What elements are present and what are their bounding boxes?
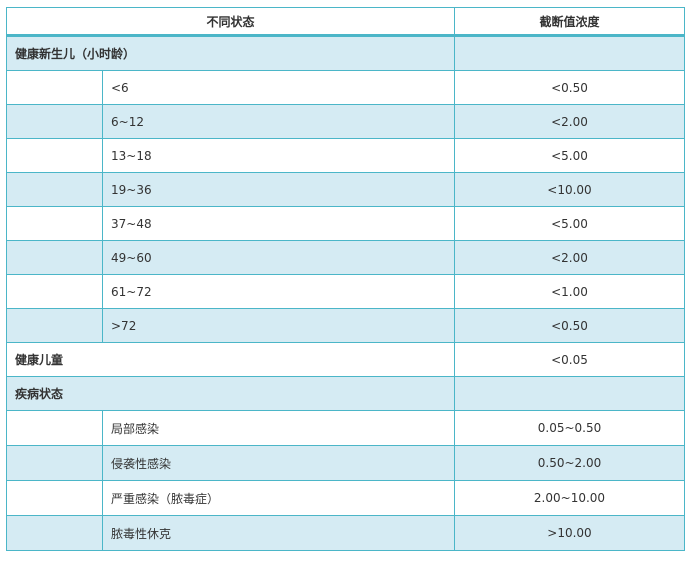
group-row: 健康新生儿（小时龄） [6,35,685,71]
value-cell: <0.05 [454,342,685,377]
value-cell: 0.05~0.50 [454,410,685,446]
age-cell: 49~60 [102,240,455,275]
header-condition: 不同状态 [6,7,455,37]
group-row: 疾病状态 [6,376,685,411]
group-row: 健康儿童 <0.05 [6,342,685,377]
age-cell: >72 [102,308,455,343]
age-cell: 13~18 [102,138,455,173]
table-row: 19~36 <10.00 [6,172,685,207]
table-row: 严重感染（脓毒症） 2.00~10.00 [6,480,685,516]
state-cell: 脓毒性休克 [102,515,455,551]
group-label: 健康儿童 [6,342,455,377]
table-row: 局部感染 0.05~0.50 [6,410,685,446]
value-cell: 2.00~10.00 [454,480,685,516]
table-row: 61~72 <1.00 [6,274,685,309]
value-cell: <1.00 [454,274,685,309]
table-row: 侵袭性感染 0.50~2.00 [6,445,685,481]
value-cell: <2.00 [454,104,685,139]
table-row: 37~48 <5.00 [6,206,685,241]
header-row: 不同状态 截断值浓度 [6,7,685,37]
age-cell: 19~36 [102,172,455,207]
table-row: >72 <0.50 [6,308,685,343]
table-row: 6~12 <2.00 [6,104,685,139]
value-cell: <0.50 [454,70,685,105]
table-row: <6 <0.50 [6,70,685,105]
value-cell: <0.50 [454,308,685,343]
group-label: 健康新生儿（小时龄） [6,35,455,71]
cutoff-table: 不同状态 截断值浓度 健康新生儿（小时龄） <6 <0.50 6~12 <2.00 … [6,7,685,551]
header-cutoff: 截断值浓度 [454,7,685,37]
age-cell: <6 [102,70,455,105]
age-cell: 37~48 [102,206,455,241]
value-cell: 0.50~2.00 [454,445,685,481]
state-cell: 局部感染 [102,410,455,446]
age-cell: 61~72 [102,274,455,309]
state-cell: 侵袭性感染 [102,445,455,481]
state-cell: 严重感染（脓毒症） [102,480,455,516]
table-row: 脓毒性休克 >10.00 [6,515,685,551]
value-cell: <2.00 [454,240,685,275]
table-row: 13~18 <5.00 [6,138,685,173]
group-label: 疾病状态 [6,376,455,411]
age-cell: 6~12 [102,104,455,139]
value-cell: <5.00 [454,206,685,241]
table-row: 49~60 <2.00 [6,240,685,275]
value-cell: <10.00 [454,172,685,207]
value-cell: <5.00 [454,138,685,173]
value-cell: >10.00 [454,515,685,551]
